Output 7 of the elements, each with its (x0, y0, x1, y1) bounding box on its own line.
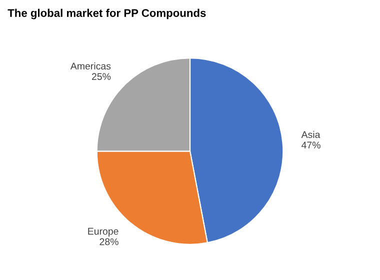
slice-label: Europe (88, 228, 118, 237)
data-label: 25% (92, 73, 111, 80)
data-label: 28% (100, 238, 118, 246)
data-label: 47% (302, 142, 320, 148)
chart-title: The global market for PP Compounds (8, 8, 206, 20)
slice-label: Asia (301, 130, 320, 138)
slice-label: Americas (70, 62, 111, 70)
